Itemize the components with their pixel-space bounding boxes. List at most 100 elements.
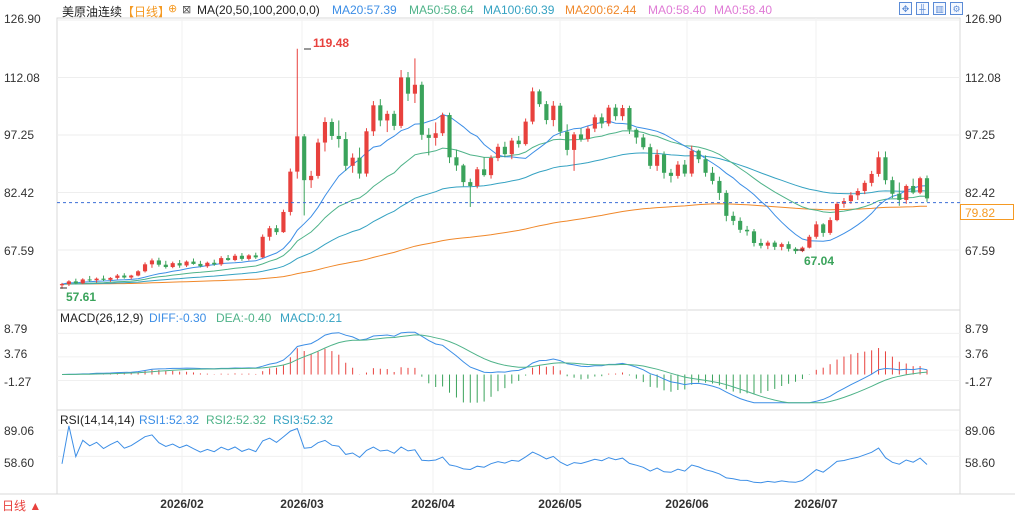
expand-icon[interactable]: ✥ (899, 2, 912, 15)
period-label[interactable]: 【日线】 (122, 5, 171, 19)
ma50-line (61, 130, 928, 285)
date-label: 2026/02 (160, 497, 204, 511)
macd-tick-left: 3.76 (4, 347, 28, 361)
candle-body (239, 255, 244, 259)
candle-body (87, 279, 92, 281)
ma0-value: MA0:58.40 (648, 3, 707, 17)
candle-body (897, 193, 902, 200)
current-price-badge: 79.82 (960, 204, 1014, 220)
candle-body (385, 113, 390, 121)
candle-body (433, 133, 438, 138)
date-label: 2026/03 (280, 497, 324, 511)
price-tick-right: 97.25 (965, 128, 996, 142)
price-tick-left: 82.42 (4, 186, 35, 200)
candle-body (440, 115, 445, 134)
settings-gear-icon[interactable]: ⊕ (168, 3, 178, 15)
candle-body (170, 263, 175, 268)
candle-body (641, 137, 646, 148)
candle-body (862, 182, 867, 192)
candle-body (717, 180, 722, 193)
macd-pane-frame (56, 309, 961, 411)
price-tick-left: 126.90 (4, 12, 41, 26)
macd-diff-line (61, 331, 928, 404)
candle-body (378, 105, 383, 121)
candle-body (177, 263, 182, 266)
candle-body (551, 105, 556, 121)
candle-body (274, 228, 279, 233)
candle-body (136, 271, 141, 276)
candle-body (350, 157, 355, 166)
candle-body (848, 195, 853, 202)
ma-label: MA(20,50,100,200,0,0) (197, 3, 320, 17)
start-low-annotation: 57.61 (66, 290, 97, 304)
candle-body (66, 281, 71, 285)
macd-label: MACD(26,12,9) (60, 311, 144, 325)
ma-toggle-icon[interactable]: ⊠ (182, 4, 192, 16)
candle-body (620, 108, 625, 117)
date-label: 2026/07 (794, 497, 838, 511)
candle-body (191, 261, 196, 264)
candle-body (281, 211, 286, 233)
candle-body (606, 107, 611, 124)
rsi-tick-left: 58.60 (4, 456, 35, 470)
price-tick-right: 112.08 (965, 71, 1001, 85)
macd-dea: DEA:-0.40 (216, 311, 272, 325)
candle-body (232, 255, 238, 261)
candle-body (765, 242, 770, 246)
price-tick-right: 82.42 (965, 186, 996, 200)
candle-body (122, 275, 127, 278)
candle-body (399, 77, 404, 126)
candle-body (592, 117, 597, 129)
candle-body (302, 136, 307, 181)
ma20-value: MA20:57.39 (332, 3, 397, 17)
period-switch-button[interactable]: 日线 ▲ (2, 499, 42, 513)
rsi-tick-left: 89.06 (4, 424, 35, 438)
candle-body (212, 262, 217, 265)
candle-body (918, 178, 923, 193)
candle-body (315, 142, 321, 176)
candle-body (205, 262, 210, 267)
candle-body (558, 105, 563, 132)
ma100-value: MA100:60.39 (483, 3, 555, 17)
rsi-line (61, 425, 928, 484)
candle-body (482, 169, 487, 176)
candle-body (751, 231, 757, 243)
ma50-value: MA50:58.64 (409, 3, 474, 17)
candle-body (689, 150, 694, 174)
macd-tick-right: -1.27 (965, 375, 993, 389)
candle-body (246, 255, 251, 259)
date-label: 2026/06 (665, 497, 709, 511)
macd-tick-right: 3.76 (965, 347, 989, 361)
candle-body (779, 244, 784, 247)
candle-body (738, 220, 743, 230)
candle-body (745, 229, 750, 232)
candle-body (599, 117, 604, 124)
candle-body (682, 164, 687, 174)
bar-icon[interactable]: ▥ (933, 2, 946, 15)
candle-body (94, 278, 99, 281)
candle-body (488, 158, 494, 176)
candle-body (495, 146, 501, 159)
rsi-tick-right: 89.06 (965, 424, 996, 438)
candle-body (661, 154, 667, 173)
candle-body (828, 220, 833, 233)
candle-body (80, 279, 85, 284)
candle-body (392, 113, 397, 126)
candle-body (793, 248, 798, 252)
candle-body (184, 261, 189, 266)
macd-dea-line (62, 334, 928, 404)
candle-body (295, 136, 300, 172)
candle-body (371, 105, 376, 132)
settings-icon[interactable]: ⚙ (950, 2, 963, 15)
candle-body (405, 77, 411, 94)
macd-value: MACD:0.21 (280, 311, 343, 325)
candle-body (585, 128, 590, 140)
candle-body (710, 172, 715, 181)
candle-body (447, 115, 452, 158)
indicator-icon[interactable]: ╫ (916, 2, 929, 15)
candle-body (578, 134, 584, 140)
candle-body (786, 244, 791, 249)
candle-body (731, 215, 736, 221)
candle-body (142, 264, 148, 272)
candle-body (343, 139, 348, 166)
